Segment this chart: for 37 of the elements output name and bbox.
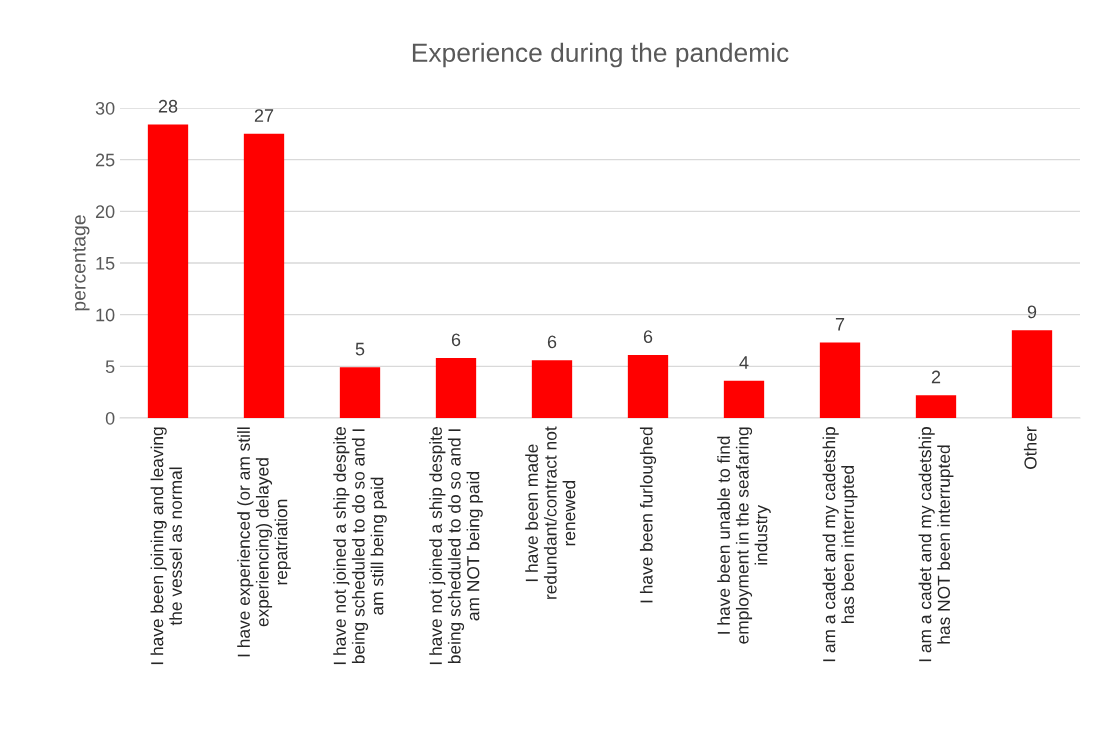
x-tick-label: I have been made redundant/contract not renewed xyxy=(525,426,576,599)
bar xyxy=(627,354,669,418)
bar xyxy=(531,360,573,418)
data-label: 4 xyxy=(739,356,749,369)
y-tick-label: 25 xyxy=(95,153,115,167)
data-label: 28 xyxy=(158,99,178,113)
bar xyxy=(723,380,765,418)
data-label: 6 xyxy=(547,335,557,349)
x-tick-label: I have not joined a ship despite being scheduled to do so and I am NOT being paid xyxy=(429,427,483,665)
y-tick-label: 20 xyxy=(95,205,115,219)
bar xyxy=(339,367,381,418)
x-tick-label: I have experienced (or am still experiencing) delayed repatriation xyxy=(237,427,291,657)
data-label: 7 xyxy=(835,318,845,331)
y-tick-label: 0 xyxy=(105,411,115,425)
y-tick-label: 15 xyxy=(96,257,115,270)
data-label: 5 xyxy=(355,342,365,356)
y-tick-label: 5 xyxy=(105,360,115,374)
data-label: 6 xyxy=(451,333,461,347)
bar xyxy=(435,358,477,418)
data-label: 2 xyxy=(931,370,941,384)
bar xyxy=(915,395,957,418)
y-tick-label: 10 xyxy=(96,308,115,322)
x-tick-label: I have not joined a ship despite being scheduled to do so and I am still being paid xyxy=(333,427,387,665)
y-axis-title: percentage xyxy=(72,215,90,311)
bar xyxy=(147,124,189,418)
x-tick-label: Other xyxy=(1023,426,1037,469)
data-label: 6 xyxy=(643,330,653,344)
x-tick-label: I have been joining and leaving the vessel as normal xyxy=(150,427,183,665)
bar xyxy=(1011,330,1053,418)
chart-title: Experience during the pandemic xyxy=(412,42,789,68)
y-tick-label: 30 xyxy=(95,101,115,115)
data-label: 9 xyxy=(1027,305,1037,319)
bar xyxy=(819,342,861,418)
data-label: 27 xyxy=(254,109,274,122)
x-tick-label: I have been furloughed xyxy=(639,427,657,603)
bar xyxy=(243,133,285,418)
x-tick-label: I have been unable to find employment in the seafaring industry xyxy=(717,427,771,644)
